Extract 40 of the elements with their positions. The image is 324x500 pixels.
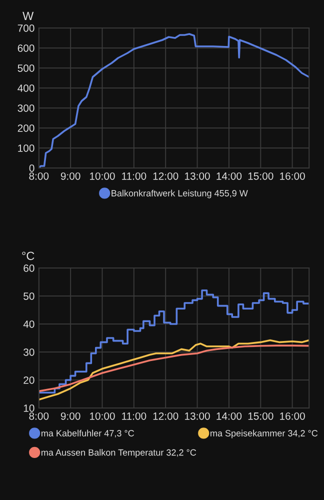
line-series (38, 344, 310, 392)
y-tick-label: 600 (18, 44, 34, 52)
x-tick-label: 11:00 (122, 172, 146, 180)
y-tick-label: 20 (24, 376, 34, 384)
y-axis-title: W (22, 12, 34, 20)
y-tick-label: 0 (29, 164, 34, 172)
x-tick-label: 15:00 (248, 412, 274, 420)
x-tick-label: 10:00 (90, 412, 115, 420)
x-tick-label: 16:00 (280, 412, 305, 420)
legend-label: ma Aussen Balkon Temperatur 32,2 °C (42, 449, 196, 458)
y-axis-title: °C (22, 252, 34, 260)
y-tick-label: 400 (18, 84, 34, 92)
x-tick-label: 12:00 (153, 412, 178, 420)
x-tick-label: 14:00 (216, 172, 242, 180)
y-tick-label: 100 (18, 144, 34, 152)
y-tick-label: 50 (24, 292, 34, 300)
x-tick-label: 11:00 (122, 412, 146, 420)
y-tick-label: 40 (23, 320, 34, 328)
y-tick-label: 200 (18, 124, 34, 132)
legend-label: ma Speisekammer 34,2 °C (210, 430, 318, 438)
line-series (38, 339, 310, 401)
x-tick-label: 8:00 (29, 172, 49, 180)
x-tick-label: 9:00 (60, 412, 80, 420)
x-tick-label: 10:00 (90, 172, 115, 180)
x-tick-label: 13:00 (185, 172, 210, 180)
x-tick-label: 14:00 (216, 412, 242, 420)
y-tick-label: 300 (18, 104, 34, 112)
x-tick-label: 9:00 (60, 172, 80, 180)
legend-label: Balkonkraftwerk Leistung 455,9 W (112, 190, 248, 198)
x-tick-label: 15:00 (248, 172, 274, 180)
legend-label: ma Kabelfuhler 47,3 °C (42, 430, 134, 438)
y-tick-label: 500 (18, 64, 34, 72)
y-tick-label: 700 (18, 24, 34, 32)
y-tick-label: 10 (24, 404, 34, 412)
x-tick-label: 16:00 (280, 172, 305, 180)
y-tick-label: 30 (24, 348, 34, 356)
x-tick-label: 13:00 (185, 412, 210, 420)
x-tick-label: 12:00 (153, 172, 178, 180)
y-tick-label: 60 (24, 264, 34, 272)
x-tick-label: 8:00 (29, 412, 49, 420)
